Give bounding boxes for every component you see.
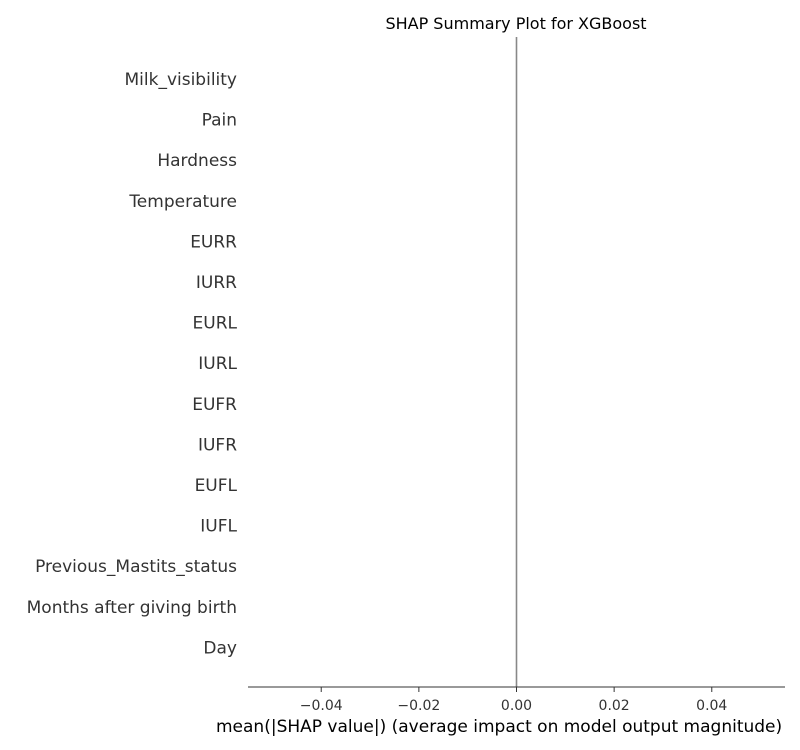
feature-label: EUFL	[195, 476, 238, 496]
x-tick-label: 0.02	[599, 698, 630, 714]
feature-label: EURL	[193, 314, 238, 334]
x-tick-label: 0.00	[501, 698, 532, 714]
x-tick-label: −0.02	[397, 698, 440, 714]
chart-title: SHAP Summary Plot for XGBoost	[385, 14, 646, 33]
feature-label: EURR	[190, 232, 237, 252]
x-axis-ticks: −0.04 −0.02 0.00 0.02 0.04	[300, 687, 727, 714]
feature-label: IURL	[198, 354, 237, 374]
feature-label: Months after giving birth	[27, 598, 237, 618]
feature-label: Milk_visibility	[124, 70, 237, 90]
feature-label: Hardness	[157, 151, 237, 171]
x-tick-label: −0.04	[300, 698, 343, 714]
feature-label: EUFR	[192, 395, 237, 415]
feature-labels: Milk_visibility Pain Hardness Temperature EU…	[27, 70, 238, 658]
feature-label: Pain	[202, 111, 237, 131]
feature-label: Previous_Mastits_status	[35, 557, 237, 577]
x-tick-label: 0.04	[696, 698, 727, 714]
feature-label: Day	[203, 638, 237, 658]
feature-label: IURR	[196, 273, 237, 293]
feature-label: IUFR	[198, 435, 237, 455]
feature-label: IUFL	[200, 517, 237, 537]
feature-label: Temperature	[128, 192, 237, 212]
x-axis-label: mean(|SHAP value|) (average impact on mo…	[216, 717, 782, 737]
